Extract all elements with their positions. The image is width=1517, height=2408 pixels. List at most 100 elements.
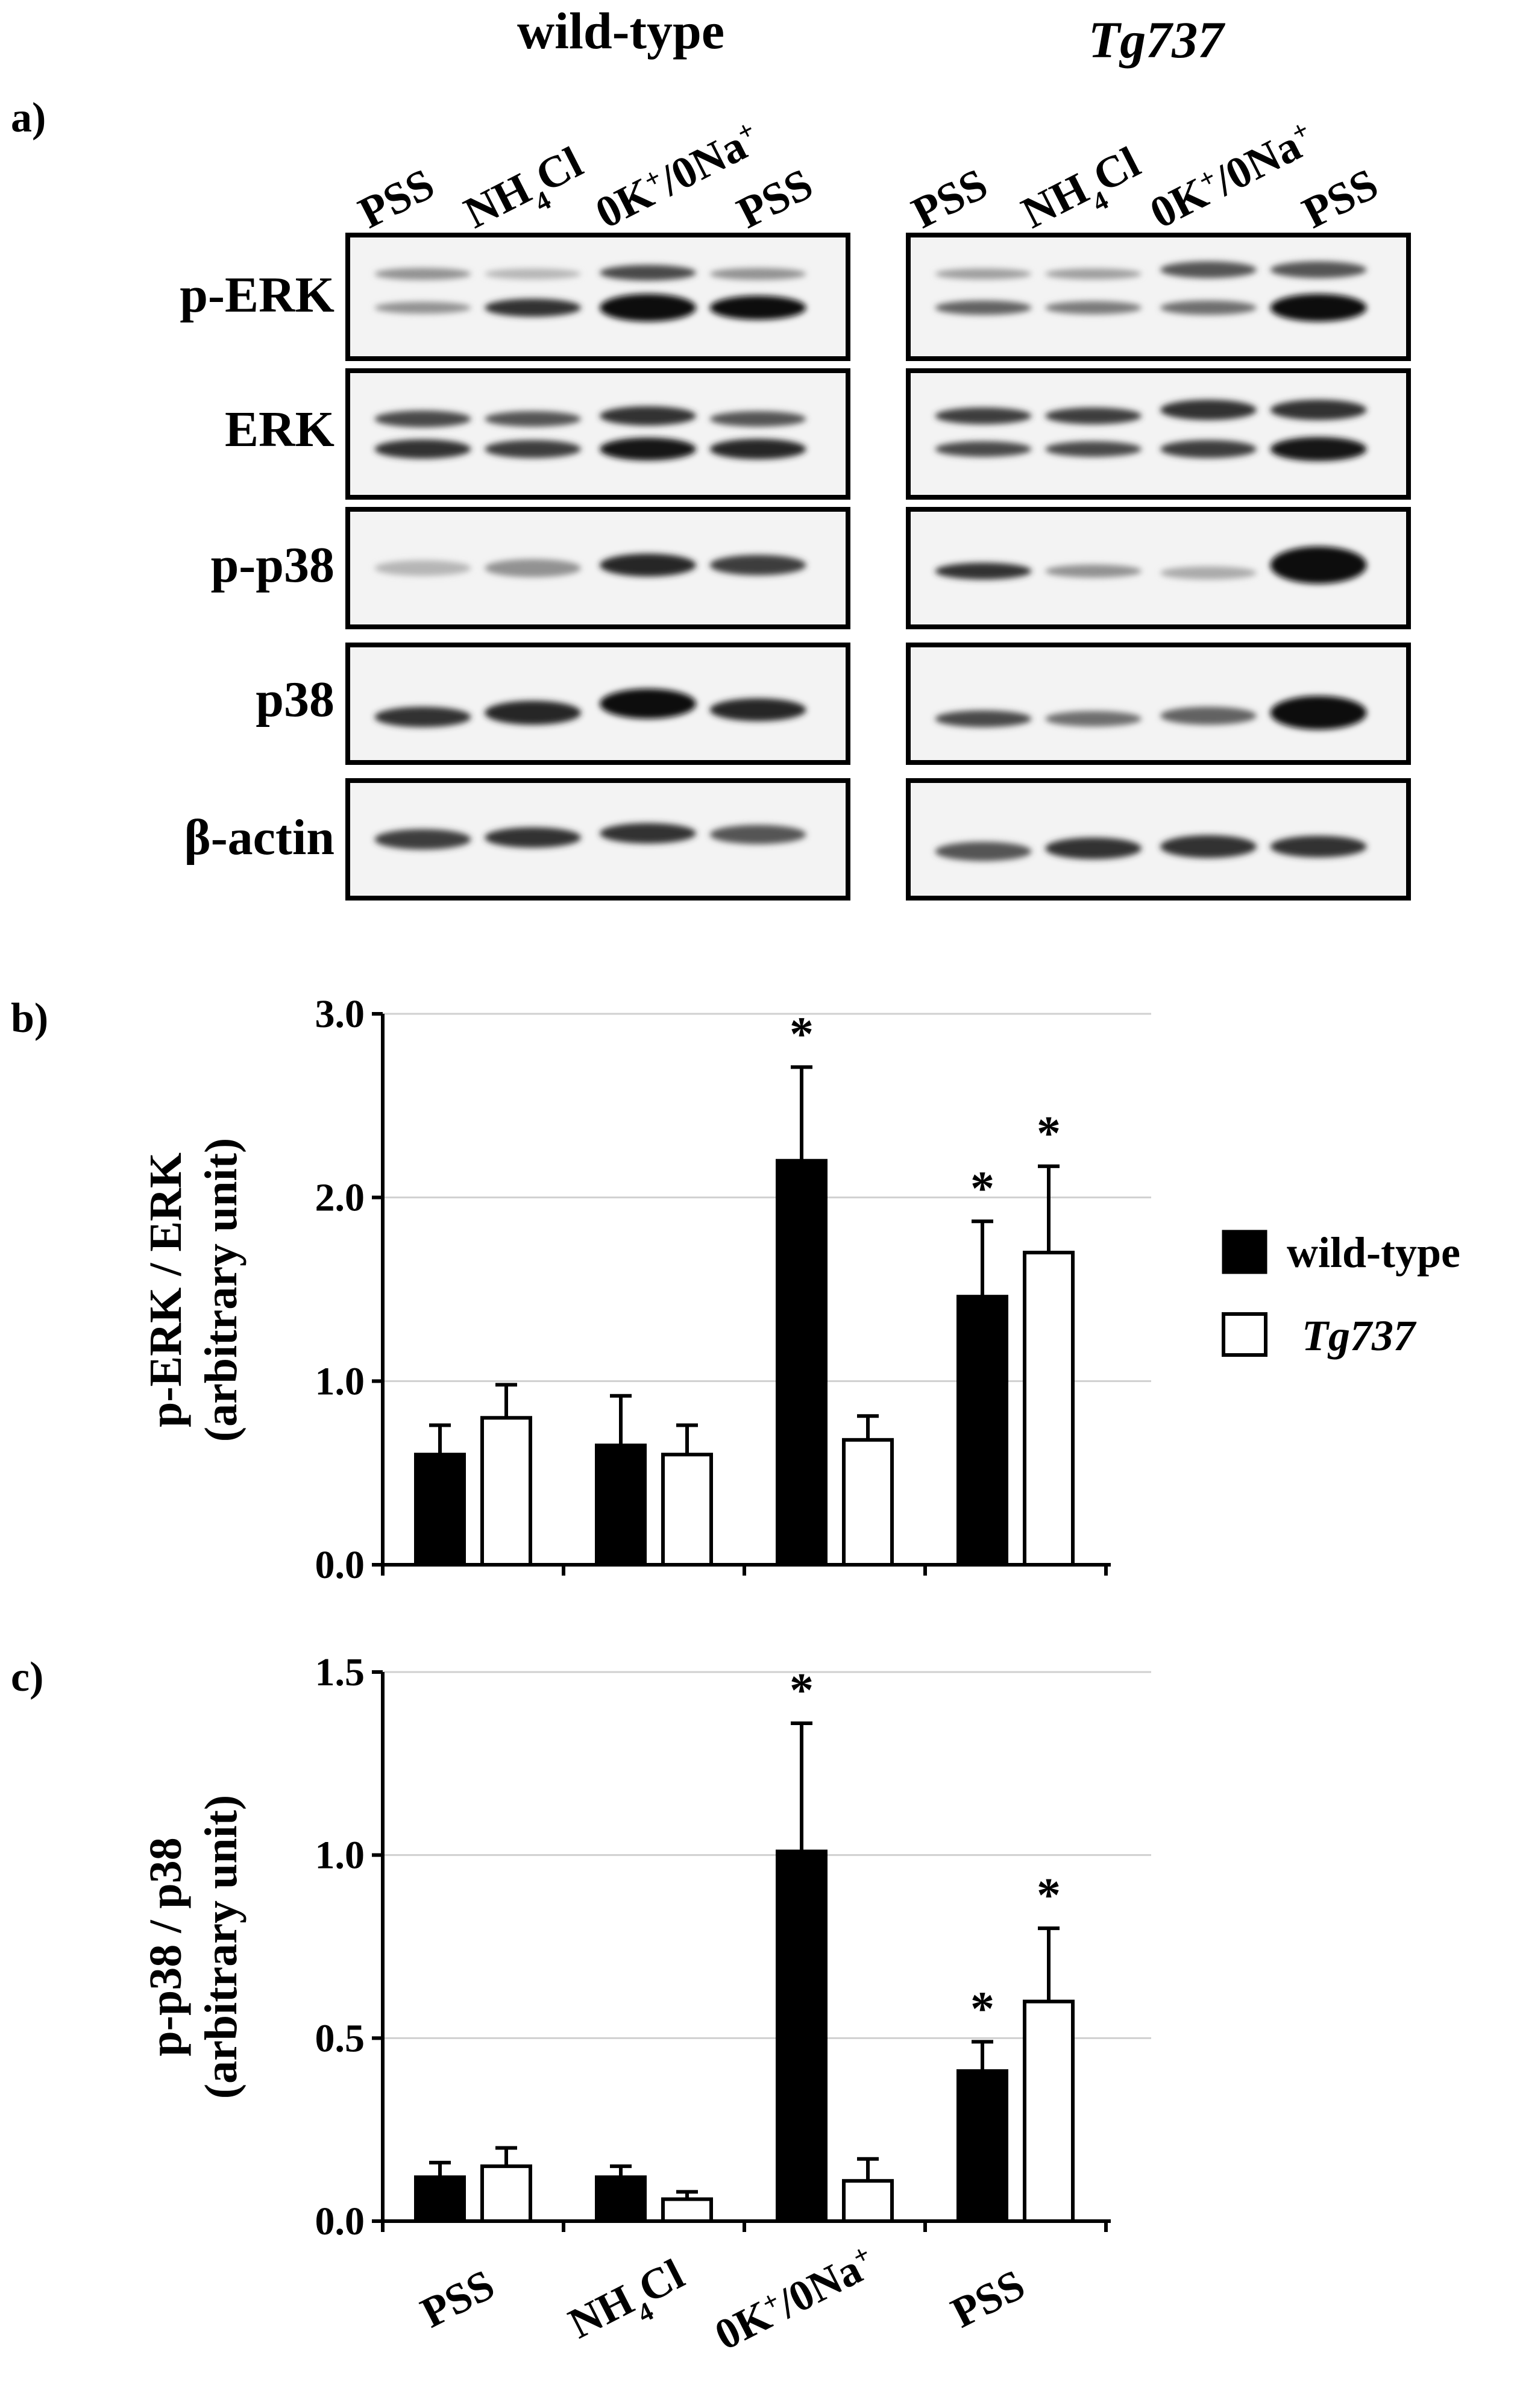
blot-band — [485, 700, 582, 725]
lane-label-wt-0: PSS — [351, 159, 442, 238]
blot-tg-ERK — [906, 368, 1411, 500]
blot-band — [709, 825, 806, 844]
blot-band — [709, 295, 806, 320]
bar-wild-type-1 — [595, 1443, 647, 1567]
bar-wild-type-2 — [776, 1158, 828, 1567]
blot-band — [485, 298, 582, 317]
blot-band — [600, 823, 696, 844]
blot-band — [600, 406, 696, 426]
blot-band — [485, 411, 582, 427]
blot-band — [1270, 546, 1367, 584]
y-tick-label: 0.5 — [315, 2016, 365, 2060]
blot-band — [1160, 261, 1257, 278]
blot-frame — [906, 643, 1411, 765]
legend-label-wild-type: wild-type — [1287, 1228, 1460, 1277]
blot-band — [935, 300, 1032, 315]
blot-band — [485, 559, 582, 577]
panel-label-a: a) — [11, 95, 46, 141]
lane-label-part: PSS — [351, 159, 442, 238]
significance-marker: * — [970, 1162, 994, 1215]
blot-tg-p-p38 — [906, 507, 1411, 629]
blot-band — [1270, 400, 1367, 420]
blot-band — [1270, 437, 1367, 461]
blot-wt-p-ERK — [345, 233, 850, 361]
bar-Tg737-1 — [661, 1453, 713, 1567]
blot-band — [1270, 261, 1367, 278]
lane-label-tg-2: 0K+/0Na+ — [1142, 114, 1322, 238]
bar-wild-type-3 — [956, 2069, 1008, 2224]
blot-tg-p-ERK — [906, 233, 1411, 361]
lane-label-tg-3: PSS — [1295, 159, 1386, 238]
blot-frame — [345, 643, 850, 765]
blot-band — [1045, 837, 1142, 860]
bar-Tg737-3 — [1023, 1251, 1075, 1567]
blot-band — [1160, 566, 1257, 580]
chart-pp38-p38: 0.0 0.5 1.0 1.5 * * * p-p38 / p38 (arbitrary uni… — [140, 1650, 1151, 2359]
bar-Tg737-2 — [842, 2179, 894, 2224]
x-label-part: NH — [561, 2275, 641, 2348]
significance-marker: * — [1037, 1869, 1061, 1922]
x-category-label-3: PSS — [944, 2260, 1032, 2337]
bar-Tg737-2 — [842, 1438, 894, 1567]
lane-label-part: PSS — [1295, 159, 1386, 238]
blot-band — [374, 829, 471, 850]
lane-label-wt-3: PSS — [729, 159, 820, 238]
blot-frame — [906, 233, 1411, 361]
blot-row-label-0: p-ERK — [180, 267, 334, 323]
blot-band — [935, 268, 1032, 280]
lane-label-wt-1: NH4Cl — [456, 137, 595, 248]
blot-band — [600, 553, 696, 577]
legend: wild-type Tg737 — [1222, 1228, 1460, 1360]
significance-marker: * — [1037, 1107, 1061, 1160]
blot-band — [1045, 407, 1142, 424]
bar-Tg737-3 — [1023, 1999, 1075, 2224]
bar-wild-type-0 — [414, 1453, 466, 1567]
group-header-tg737: Tg737 — [1088, 11, 1226, 69]
blot-band — [1160, 440, 1257, 458]
bar-Tg737-0 — [480, 1416, 532, 1567]
bar-Tg737-0 — [480, 2164, 532, 2223]
blot-band — [374, 410, 471, 427]
lane-label-tg-1: NH4Cl — [1014, 137, 1152, 248]
blot-band — [485, 827, 582, 848]
bar-wild-type-3 — [956, 1295, 1008, 1567]
blot-band — [935, 562, 1032, 580]
blot-band — [1045, 441, 1142, 457]
blot-tg-β-actin — [906, 778, 1411, 901]
x-category-label-1: NH4Cl — [561, 2249, 697, 2357]
lane-label-part: PSS — [729, 159, 820, 238]
x-label-part: PSS — [944, 2260, 1032, 2337]
lane-label-part: NH — [1014, 164, 1096, 238]
blot-band — [935, 841, 1032, 861]
chart-perk-erk: 0.0 1.0 2.0 3.0 * * * p-ERK / ERK (arbitrary uni… — [140, 992, 1151, 1587]
blot-row-label-1: ERK — [225, 401, 334, 457]
blot-band — [709, 411, 806, 427]
blot-row-label-4: β-actin — [184, 809, 334, 866]
blot-frame — [345, 233, 850, 361]
blot-background — [348, 371, 848, 497]
legend-swatch-tg737 — [1222, 1312, 1267, 1357]
y-axis-label-line1: p-ERK / ERK — [140, 1152, 191, 1427]
panel-label-c: c) — [11, 1654, 43, 1700]
blot-band — [709, 555, 806, 576]
y-tick-label: 0.0 — [315, 2199, 365, 2243]
blot-wt-ERK — [345, 368, 850, 500]
blot-band — [709, 698, 806, 721]
blot-band — [709, 268, 806, 280]
blot-band — [1045, 301, 1142, 315]
blot-band — [600, 294, 696, 322]
blot-band — [709, 439, 806, 459]
blot-band — [1045, 711, 1142, 727]
blot-band — [374, 268, 471, 280]
y-tick-label: 3.0 — [315, 992, 365, 1036]
blot-band — [374, 301, 471, 314]
blot-frame — [345, 507, 850, 629]
blot-frame — [345, 368, 850, 500]
y-tick-label: 1.0 — [315, 1834, 365, 1878]
panel-label-b: b) — [11, 995, 48, 1042]
blot-band — [374, 560, 471, 576]
lane-label-tg-0: PSS — [904, 159, 995, 238]
bar-wild-type-2 — [776, 1849, 828, 2223]
blot-tg-p38 — [906, 643, 1411, 765]
